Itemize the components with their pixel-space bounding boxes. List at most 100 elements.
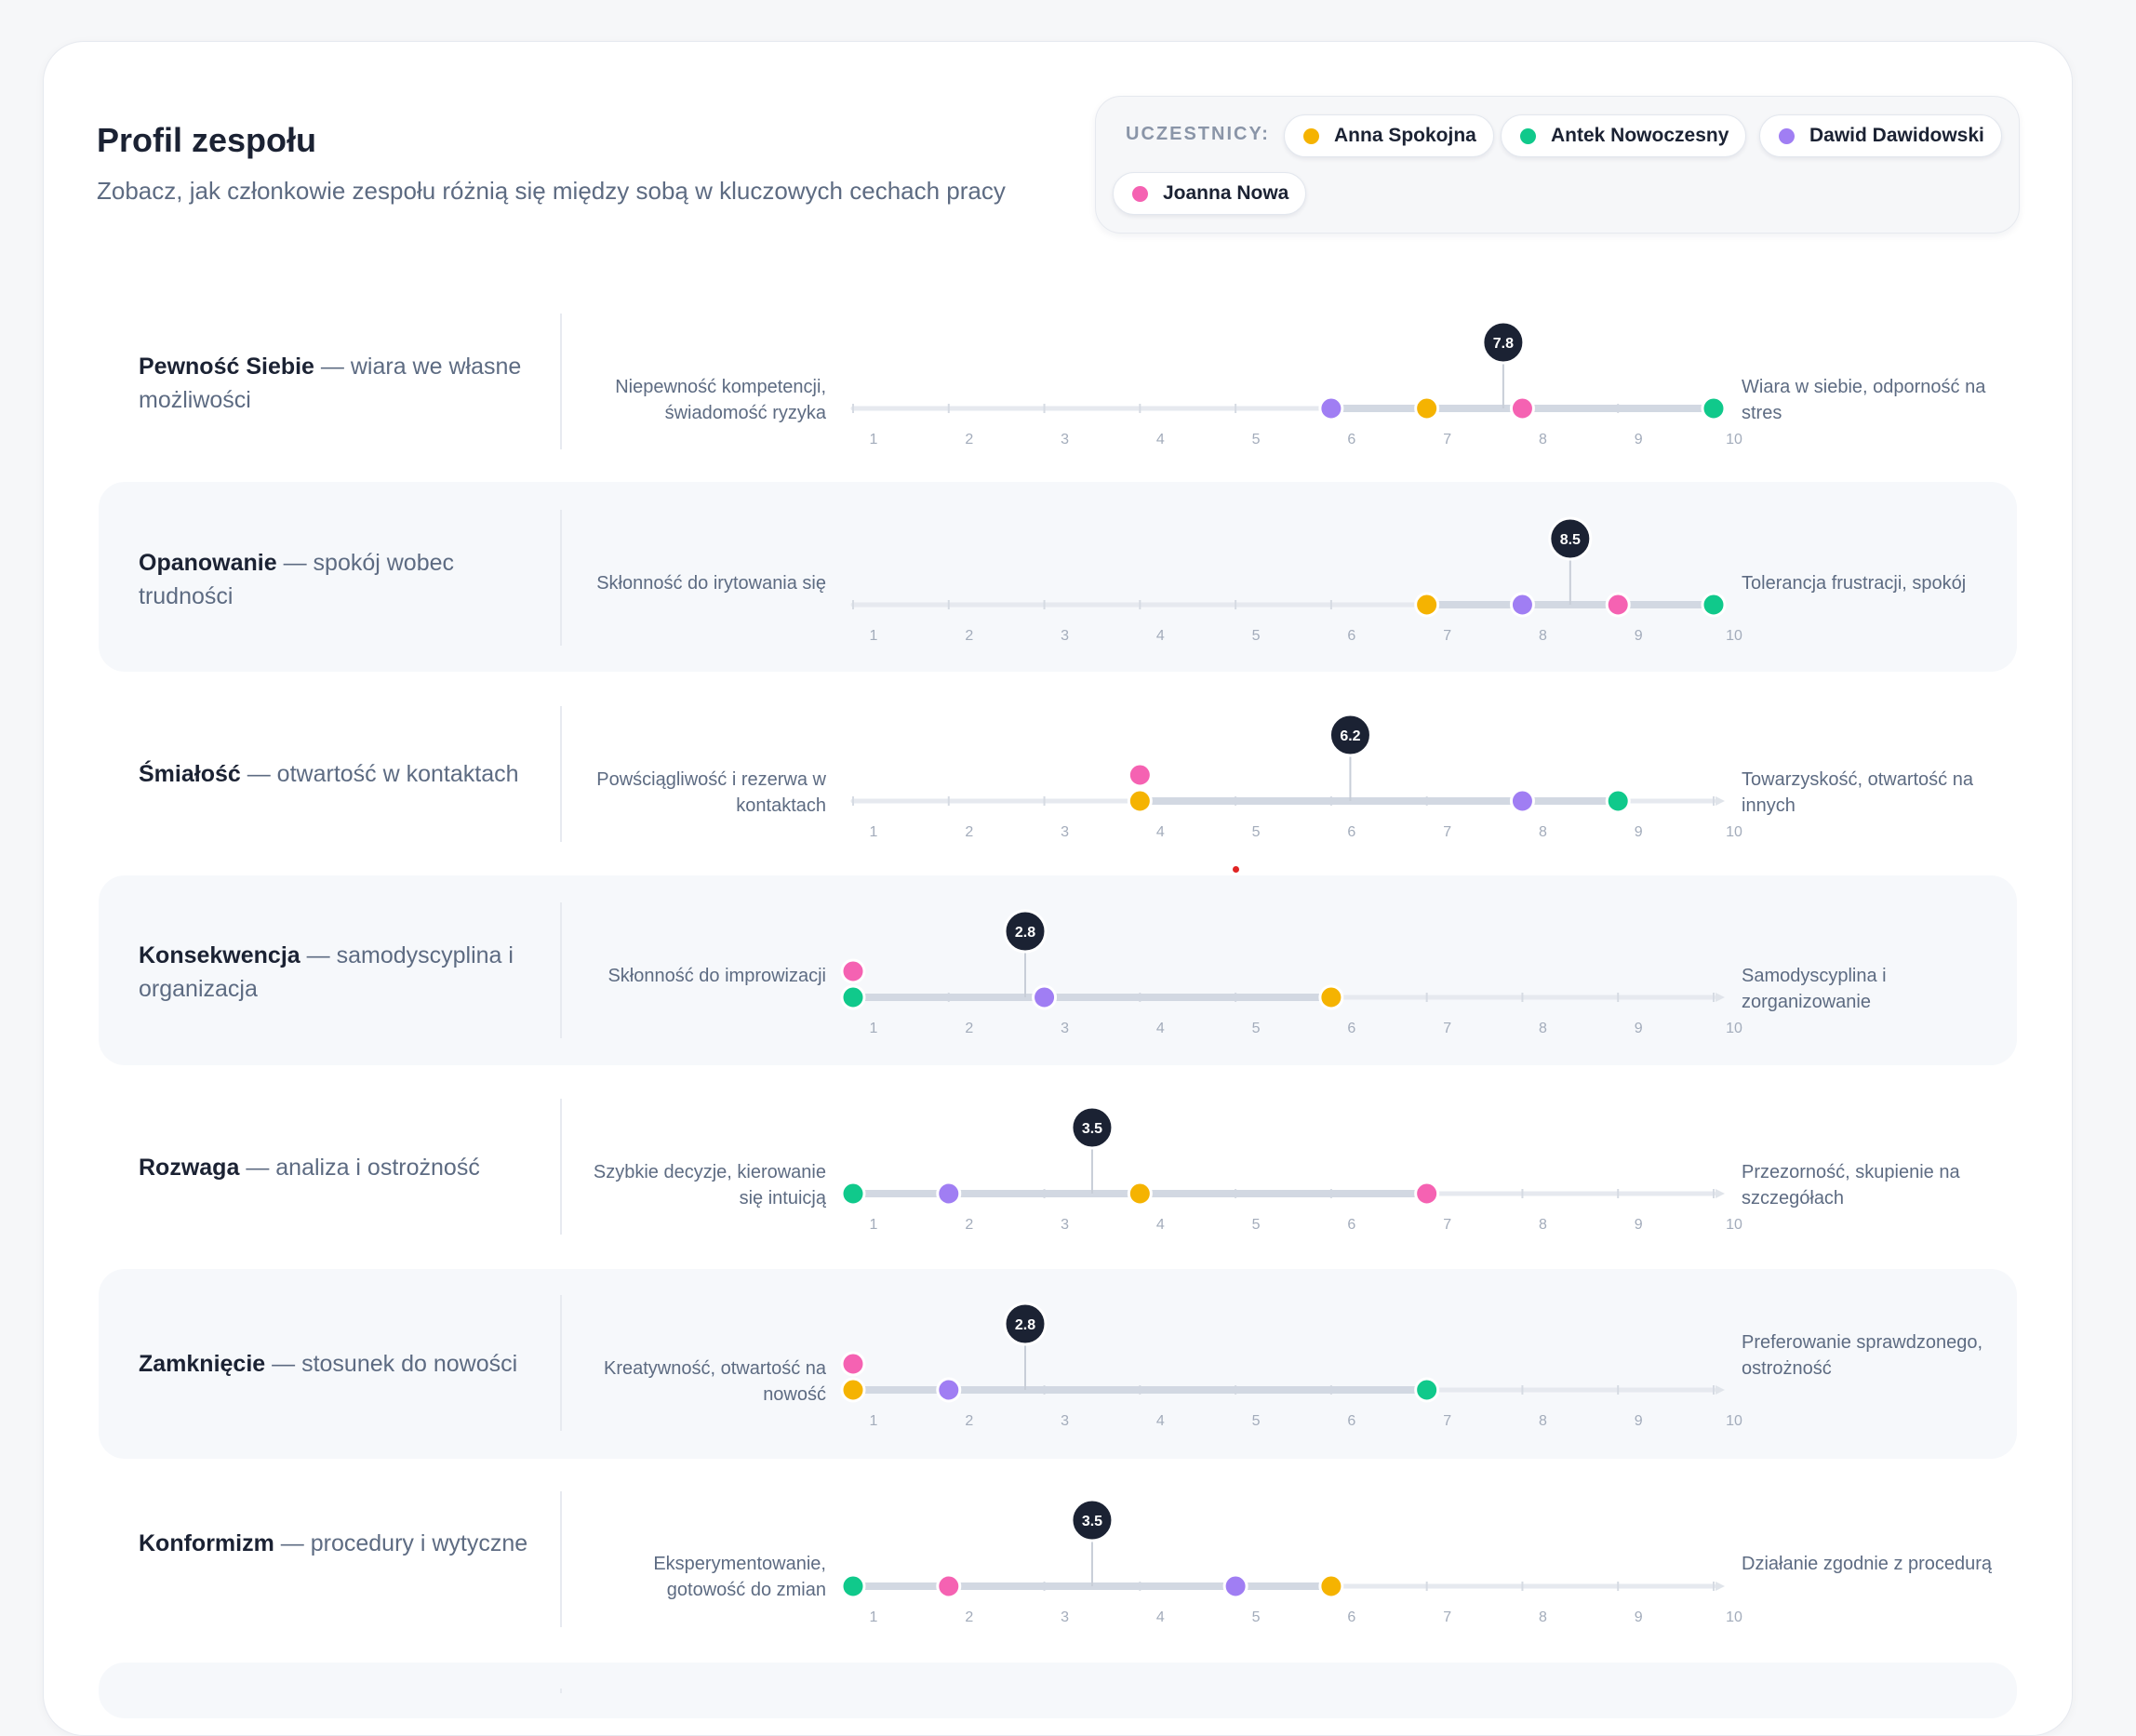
trait-name: Rozwaga: [139, 1155, 240, 1181]
participant-point-antek: [840, 984, 866, 1010]
participant-point-joanna: [1509, 395, 1535, 421]
scale-tick-label: 8: [1539, 1217, 1547, 1233]
average-value: 2.8: [1015, 1317, 1035, 1333]
scale-tick-label: 3: [1061, 628, 1069, 644]
scale-tick-label: 4: [1156, 1217, 1165, 1233]
scale-tick-label: 10: [1726, 1021, 1742, 1036]
participant-point-joanna: [1414, 1181, 1440, 1207]
participant-name: Antek Nowoczesny: [1551, 125, 1729, 146]
average-value: 7.8: [1493, 336, 1514, 352]
left-pole-label: Skłonność do irytowania się: [596, 573, 826, 594]
scale-tick-label: 10: [1726, 628, 1742, 644]
scale-tick-label: 4: [1156, 628, 1165, 644]
average-value: 2.8: [1015, 925, 1035, 941]
participant-point-dawid: [1318, 395, 1344, 421]
right-pole-label: Preferowanie sprawdzonego, ostrożność: [1742, 1332, 1983, 1379]
scale-tick-label: 4: [1156, 824, 1165, 840]
trait-label-smialosc: Śmiałość — otwartość w kontaktach: [139, 757, 548, 791]
participant-chip-dawid[interactable]: Dawid Dawidowski: [1759, 114, 2002, 157]
scale-tick-label: 9: [1635, 1413, 1643, 1429]
scale-tick-label: 1: [870, 432, 878, 447]
trait-label-pewnosc: Pewność Siebie — wiara we własne możliwo…: [139, 350, 548, 417]
scale-tick-label: 1: [870, 1021, 878, 1036]
scale-tick-label: 2: [965, 628, 973, 644]
trait-row-bg: [99, 875, 2017, 1065]
trait-description: — samodyscyplina i organizacja: [139, 942, 514, 1002]
row-separator: [560, 510, 562, 646]
scale-tick-label: 9: [1635, 432, 1643, 447]
row-separator: [560, 1689, 562, 1693]
scale-tick-label: 10: [1726, 1413, 1742, 1429]
participant-point-joanna: [936, 1573, 962, 1599]
scale-tick-label: 8: [1539, 1021, 1547, 1036]
left-pole-label: Eksperymentowanie, gotowość do zmian: [653, 1554, 826, 1600]
trait-description: — analiza i ostrożność: [246, 1155, 480, 1181]
participant-point-dawid: [1509, 592, 1535, 618]
trait-description: — wiara we własne możliwości: [139, 354, 522, 413]
scale-tick-label: 3: [1061, 1413, 1069, 1429]
scale-tick-label: 6: [1347, 1021, 1355, 1036]
scale-tick-label: 10: [1726, 824, 1742, 840]
participant-point-antek: [840, 1181, 866, 1207]
row-separator: [560, 314, 562, 449]
participant-chip-anna[interactable]: Anna Spokojna: [1284, 114, 1494, 157]
scale-tick-label: 4: [1156, 1413, 1165, 1429]
scale-tick-label: 9: [1635, 1217, 1643, 1233]
average-badge: [1003, 909, 1048, 954]
scale-tick-label: 9: [1635, 1021, 1643, 1036]
trait-description: — spokój wobec trudności: [139, 550, 455, 609]
participant-name: Dawid Dawidowski: [1809, 125, 1984, 146]
participant-name: Joanna Nowa: [1163, 182, 1289, 204]
scale-tick-label: 6: [1347, 628, 1355, 644]
left-pole-label: Niepewność kompetencji, świadomość ryzyk…: [615, 377, 826, 423]
right-pole-label: Wiara w siebie, odporność na stres: [1742, 377, 1986, 423]
row-separator: [560, 706, 562, 842]
scale-tick-label: 3: [1061, 1021, 1069, 1036]
scale-tick-label: 6: [1347, 824, 1355, 840]
left-pole-label: Szybkie decyzje, kierowanie się intuicją: [593, 1162, 826, 1209]
average-badge: [1481, 320, 1526, 365]
scale-tick-label: 5: [1252, 628, 1261, 644]
scale-tick-label: 7: [1443, 1021, 1451, 1036]
scale-tick-label: 4: [1156, 432, 1165, 447]
scale-tick-label: 2: [965, 1609, 973, 1625]
scale-tick-label: 3: [1061, 432, 1069, 447]
scale-tick-label: 5: [1252, 824, 1261, 840]
participant-point-anna: [1318, 984, 1344, 1010]
scale-tick-label: 1: [870, 628, 878, 644]
participant-point-antek: [1701, 395, 1727, 421]
scale-arrow-icon: [1715, 1582, 1725, 1591]
participant-chip-joanna[interactable]: Joanna Nowa: [1113, 172, 1307, 215]
participant-point-dawid: [1032, 984, 1058, 1010]
trait-row-bg: [99, 1269, 2017, 1459]
scale-tick-label: 2: [965, 824, 973, 840]
scale-tick-label: 4: [1156, 1609, 1165, 1625]
participant-dot-icon: [1520, 127, 1536, 144]
trait-name: Konformizm: [139, 1530, 274, 1556]
participant-point-anna: [1127, 1181, 1153, 1207]
trait-name: Śmiałość: [139, 761, 241, 787]
trait-label-konformizm: Konformizm — procedury i wytyczne: [139, 1527, 548, 1560]
scale-tick-label: 5: [1252, 1217, 1261, 1233]
row-separator: [560, 902, 562, 1038]
trait-name: Konsekwencja: [139, 942, 300, 968]
scale-tick-label: 8: [1539, 1609, 1547, 1625]
trait-name: Zamknięcie: [139, 1351, 266, 1377]
scale-tick-label: 5: [1252, 1413, 1261, 1429]
scale-tick-label: 7: [1443, 1609, 1451, 1625]
scale-tick-label: 4: [1156, 1021, 1165, 1036]
scale-tick-label: 7: [1443, 1413, 1451, 1429]
trait-description: — stosunek do nowości: [272, 1351, 518, 1377]
participant-point-anna: [1318, 1573, 1344, 1599]
participant-point-anna: [1127, 788, 1153, 814]
scale-tick-label: 2: [965, 1413, 973, 1429]
scale-tick-label: 3: [1061, 824, 1069, 840]
legend-label: UCZESTNICY:: [1126, 124, 1270, 144]
page-title: Profil zespołu: [97, 121, 317, 159]
trait-label-opanowanie: Opanowanie — spokój wobec trudności: [139, 546, 548, 613]
participant-point-dawid: [936, 1377, 962, 1403]
scale-tick-label: 1: [870, 1413, 878, 1429]
right-pole-label: Tolerancja frustracji, spokój: [1742, 573, 1967, 594]
participant-chip-antek[interactable]: Antek Nowoczesny: [1501, 114, 1747, 157]
trait-label-rozwaga: Rozwaga — analiza i ostrożność: [139, 1151, 548, 1184]
